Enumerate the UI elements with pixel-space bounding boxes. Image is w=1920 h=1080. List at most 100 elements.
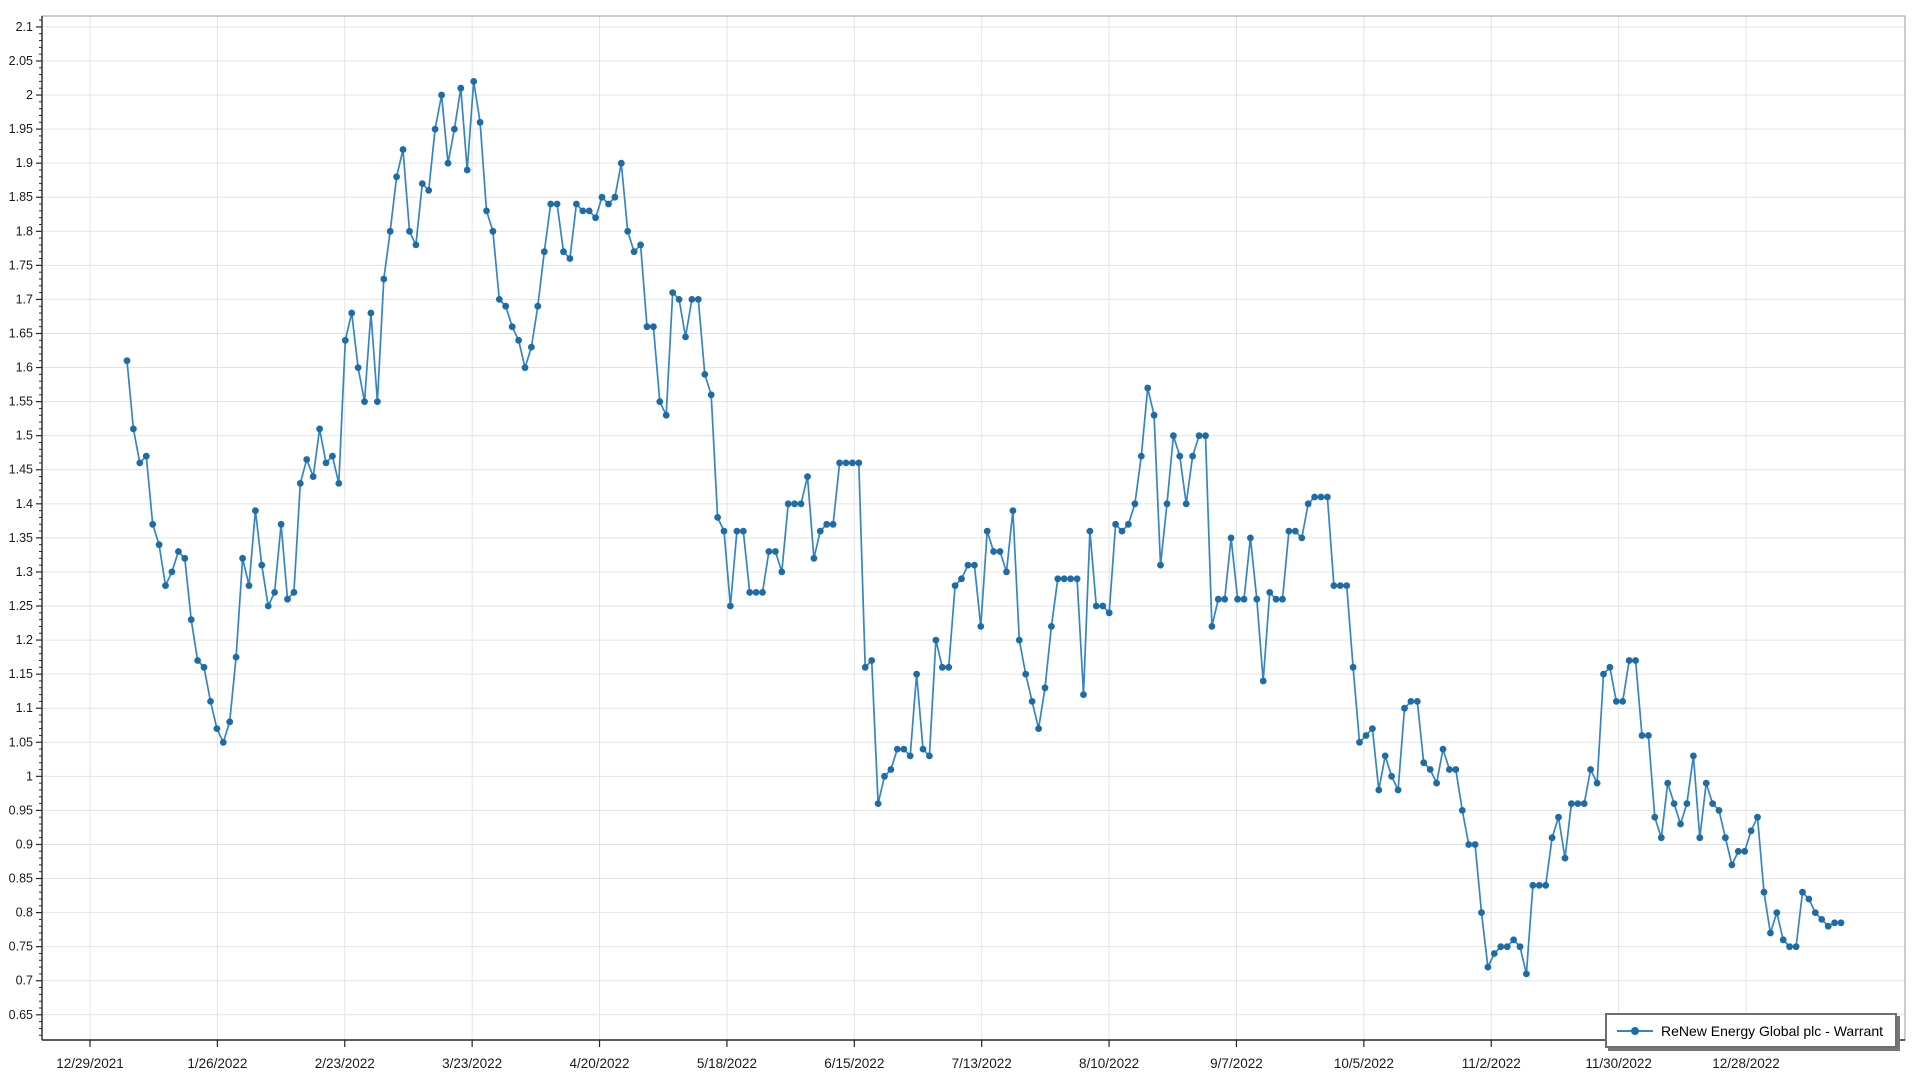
x-axis-label: 12/29/2021 xyxy=(56,1056,124,1071)
data-point-marker xyxy=(733,527,741,535)
data-point-marker xyxy=(1343,582,1351,589)
data-point-marker xyxy=(1015,636,1023,644)
data-point-marker xyxy=(592,214,599,222)
data-point-marker xyxy=(341,336,349,344)
data-point-marker xyxy=(971,561,978,569)
x-axis-label: 2/23/2022 xyxy=(315,1056,375,1071)
legend-label: ReNew Energy Global plc - Warrant xyxy=(1660,1022,1883,1039)
data-point-marker xyxy=(573,200,580,208)
data-point-marker xyxy=(1080,691,1087,698)
data-point-marker xyxy=(277,520,285,528)
data-point-marker xyxy=(284,595,291,603)
data-point-marker xyxy=(913,670,920,678)
data-point-marker xyxy=(335,480,343,487)
data-point-marker xyxy=(1734,847,1742,855)
data-point-marker xyxy=(611,193,619,201)
data-point-marker xyxy=(906,752,914,760)
data-point-marker xyxy=(945,663,953,671)
data-point-marker xyxy=(990,548,997,555)
y-axis-label: 0.9 xyxy=(16,837,33,851)
data-point-marker xyxy=(1202,432,1209,440)
data-point-marker xyxy=(1369,725,1376,732)
data-point-marker xyxy=(1330,582,1338,589)
data-point-marker xyxy=(1568,800,1575,807)
data-point-marker xyxy=(1311,493,1318,501)
price-line xyxy=(126,80,1841,975)
data-point-marker xyxy=(1747,827,1755,835)
x-axis-label: 8/10/2022 xyxy=(1079,1056,1139,1071)
data-point-marker xyxy=(739,527,747,535)
data-point-marker xyxy=(457,84,465,92)
data-point-marker xyxy=(727,602,734,610)
x-axis-label: 11/2/2022 xyxy=(1462,1056,1521,1071)
data-point-marker xyxy=(1144,384,1152,392)
data-point-marker xyxy=(1728,861,1736,869)
data-point-marker xyxy=(694,296,702,303)
data-point-marker xyxy=(1247,534,1254,542)
data-point-marker xyxy=(765,548,773,555)
data-point-marker xyxy=(1003,568,1010,576)
data-point-marker xyxy=(245,582,253,589)
data-point-marker xyxy=(534,302,542,310)
data-point-marker xyxy=(508,323,516,331)
data-point-marker xyxy=(1324,493,1331,501)
data-point-marker xyxy=(258,561,266,569)
data-point-marker xyxy=(264,602,272,610)
data-point-marker xyxy=(707,391,715,399)
data-point-marker xyxy=(1266,589,1274,596)
data-point-marker xyxy=(219,738,227,746)
data-point-marker xyxy=(1176,452,1184,460)
y-axis-label: 1.65 xyxy=(9,326,33,340)
y-axis-label: 0.75 xyxy=(9,940,33,954)
y-axis-label: 2 xyxy=(26,88,33,102)
data-point-marker xyxy=(1099,602,1107,610)
data-point-marker xyxy=(1381,752,1389,760)
data-point-marker xyxy=(412,241,420,249)
data-point-marker xyxy=(1561,854,1569,862)
data-point-marker xyxy=(784,500,792,508)
data-point-marker xyxy=(1632,657,1639,664)
data-point-marker xyxy=(1670,800,1678,807)
data-point-marker xyxy=(1612,698,1620,705)
data-point-marker xyxy=(194,657,202,664)
y-axis-label: 0.65 xyxy=(9,1008,33,1022)
data-point-marker xyxy=(1837,919,1845,927)
data-point-marker xyxy=(598,193,606,201)
data-point-marker xyxy=(1645,732,1652,739)
data-point-marker xyxy=(1722,834,1729,842)
y-axis-label: 0.85 xyxy=(9,872,33,886)
data-point-marker xyxy=(1401,704,1408,712)
y-axis-label: 2.05 xyxy=(9,54,33,68)
data-point-marker xyxy=(1779,936,1787,944)
data-point-marker xyxy=(926,752,933,760)
data-point-marker xyxy=(1683,800,1691,807)
data-point-marker xyxy=(964,561,972,569)
data-point-marker xyxy=(361,398,368,405)
data-point-marker xyxy=(1240,595,1248,603)
y-axis-label: 0.95 xyxy=(9,803,33,817)
data-point-marker xyxy=(1041,684,1049,692)
data-point-marker xyxy=(1555,813,1562,821)
data-point-marker xyxy=(1304,500,1312,508)
data-point-marker xyxy=(1574,800,1582,807)
data-point-marker xyxy=(1227,534,1235,542)
data-point-marker xyxy=(431,125,439,133)
data-point-marker xyxy=(1118,527,1126,535)
legend-dot-icon xyxy=(1630,1026,1639,1035)
data-point-marker xyxy=(1702,779,1710,787)
data-point-marker xyxy=(714,514,721,521)
data-point-marker xyxy=(470,78,478,85)
data-point-marker xyxy=(1317,493,1325,501)
data-point-marker xyxy=(1754,813,1761,821)
data-point-marker xyxy=(329,452,336,460)
y-axis-label: 1.5 xyxy=(16,429,33,443)
data-point-marker xyxy=(1690,752,1697,760)
data-point-marker xyxy=(746,589,754,596)
data-point-marker xyxy=(1112,520,1119,528)
data-point-marker xyxy=(1497,943,1505,951)
x-axis-label: 9/7/2022 xyxy=(1210,1056,1263,1071)
data-point-marker xyxy=(1619,698,1627,705)
data-point-marker xyxy=(1413,698,1421,705)
data-point-marker xyxy=(701,371,709,378)
